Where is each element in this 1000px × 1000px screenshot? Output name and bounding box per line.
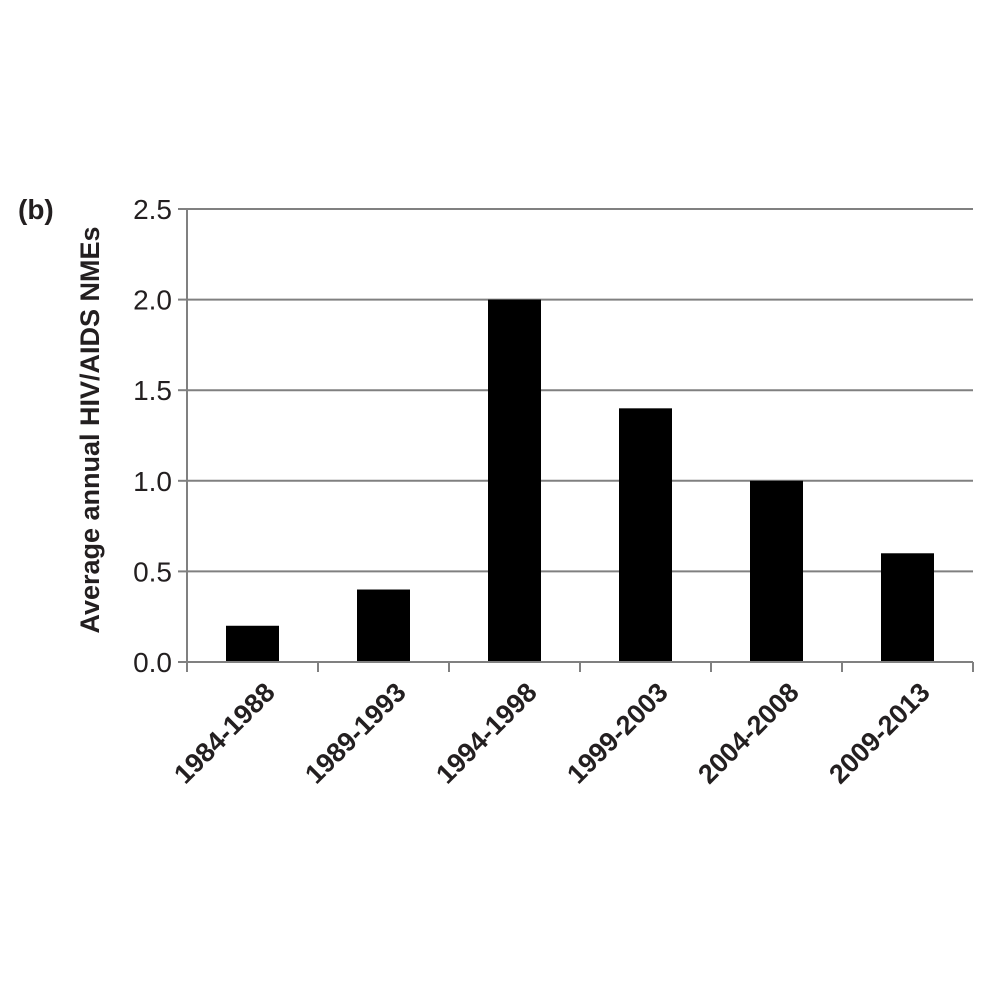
gridlines	[187, 208, 973, 573]
axes	[178, 208, 974, 672]
y-tick-label: 1.0	[133, 466, 172, 497]
x-tick-label: 2004-2008	[692, 677, 805, 790]
x-tick-labels: 1984-1988 1989-1993 1994-1998 1999-2003 2004…	[168, 677, 936, 790]
x-tick-label: 1989-1993	[299, 677, 412, 790]
y-tick-label: 2.0	[133, 285, 172, 316]
y-tick-label: 2.5	[133, 194, 172, 225]
x-tick-label: 1994-1998	[430, 677, 543, 790]
bars	[226, 299, 934, 662]
x-tick-label: 1999-2003	[561, 677, 674, 790]
y-tick-label: 0.5	[133, 556, 172, 587]
bar-2004-2008	[750, 480, 803, 662]
y-tick-labels: 0.0 0.5 1.0 1.5 2.0 2.5	[133, 194, 172, 678]
x-tick-label: 2009-2013	[823, 677, 936, 790]
bar-1999-2003	[619, 408, 672, 662]
y-tick-label: 0.0	[133, 647, 172, 678]
bar-1984-1988	[226, 625, 279, 662]
bar-1989-1993	[357, 589, 410, 662]
panel-label: (b)	[18, 194, 54, 225]
x-tick-label: 1984-1988	[168, 677, 281, 790]
bar-2009-2013	[881, 553, 934, 662]
bar-1994-1998	[488, 299, 541, 662]
y-axis-title: Average annual HIV/AIDS NMEs	[75, 226, 105, 633]
y-tick-label: 1.5	[133, 375, 172, 406]
